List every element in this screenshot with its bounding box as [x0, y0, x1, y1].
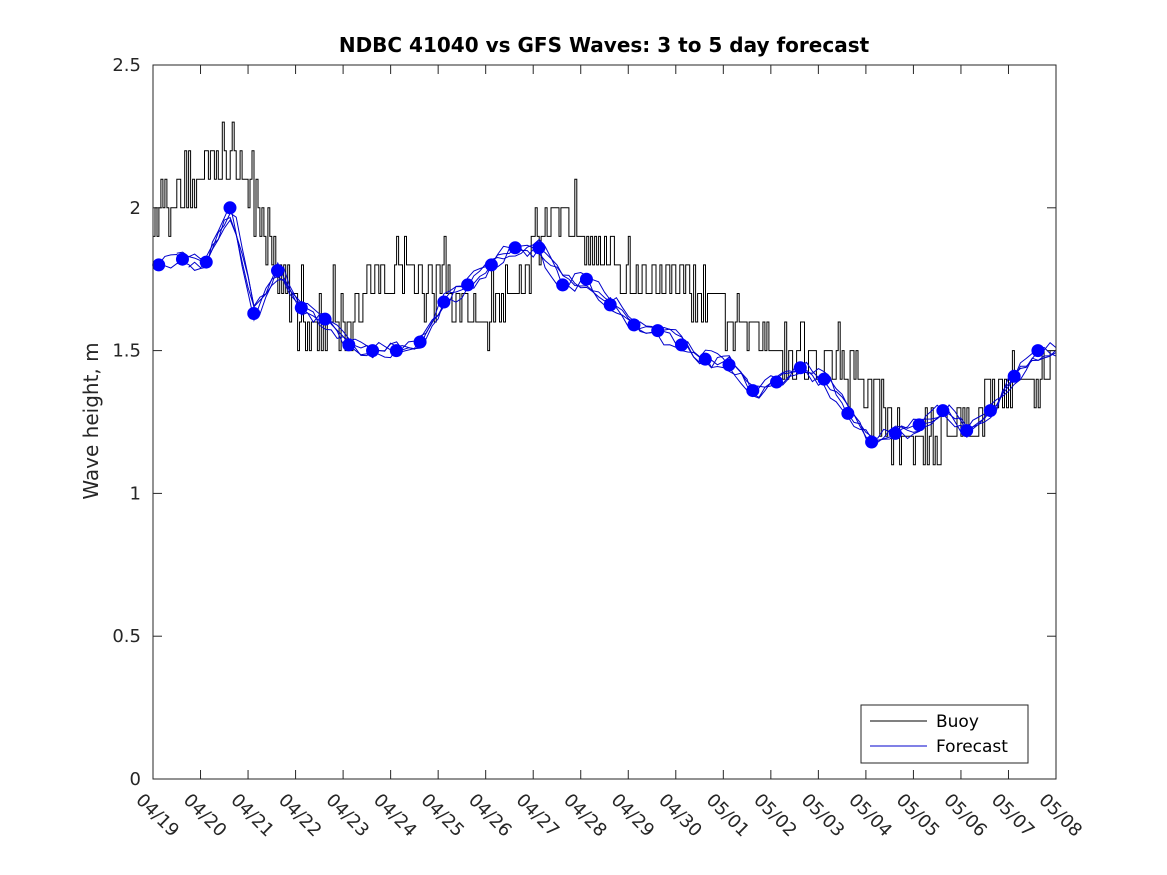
- x-tick-label: 05/04: [844, 790, 896, 842]
- x-tick-label: 04/19: [131, 790, 183, 842]
- x-tick-label: 04/30: [654, 790, 706, 842]
- x-tick-label: 04/22: [274, 790, 326, 842]
- y-axis: 0 0.5 1 1.5 2 2.5: [112, 55, 1056, 790]
- forecast-point: [508, 241, 522, 255]
- forecast-series: [153, 202, 1056, 447]
- forecast-point: [484, 258, 498, 272]
- forecast-point: [865, 435, 879, 449]
- forecast-point: [342, 338, 356, 352]
- forecast-point: [389, 344, 403, 358]
- x-tick-label: 04/25: [417, 790, 469, 842]
- legend-box: [860, 704, 1029, 764]
- forecast-point: [888, 426, 902, 440]
- forecast-point: [294, 301, 308, 315]
- x-tick-label: 04/29: [607, 790, 659, 842]
- forecast-point: [722, 358, 736, 372]
- forecast-point: [199, 255, 213, 269]
- buoy-line: [153, 121, 1056, 466]
- forecast-point: [579, 272, 593, 286]
- forecast-point: [556, 278, 570, 292]
- x-tick-label: 04/21: [227, 790, 279, 842]
- x-tick-label: 04/26: [464, 790, 516, 842]
- legend-forecast-label: Forecast: [936, 737, 1008, 757]
- forecast-point: [1007, 369, 1021, 383]
- x-tick-label: 04/23: [322, 790, 374, 842]
- y-tick-label: 0.5: [112, 626, 141, 647]
- forecast-point: [817, 372, 831, 386]
- x-tick-label: 05/03: [797, 790, 849, 842]
- forecast-point: [461, 278, 475, 292]
- y-axis-label: Wave height, m: [79, 342, 103, 499]
- forecast-point: [746, 384, 760, 398]
- y-tick-label: 2.5: [112, 55, 141, 76]
- x-tick-label: 04/28: [559, 790, 611, 842]
- forecast-point: [651, 324, 665, 338]
- forecast-point: [841, 406, 855, 420]
- legend-buoy-label: Buoy: [936, 712, 979, 732]
- forecast-markers: [152, 201, 1045, 449]
- x-tick-label: 05/07: [987, 790, 1039, 842]
- x-tick-label: 04/20: [179, 790, 231, 842]
- y-tick-label: 2: [130, 198, 141, 219]
- forecast-point: [1031, 344, 1045, 358]
- forecast-point: [413, 335, 427, 349]
- y-tick-label: 1.5: [112, 341, 141, 362]
- x-tick-label: 05/02: [749, 790, 801, 842]
- forecast-point: [247, 306, 261, 320]
- x-tick-label: 04/24: [369, 790, 421, 842]
- forecast-point: [532, 241, 546, 255]
- x-tick-label: 05/01: [702, 790, 754, 842]
- y-tick-label: 1: [130, 483, 141, 504]
- forecast-point: [698, 352, 712, 366]
- plot-frame: [152, 64, 1057, 780]
- forecast-line: [176, 216, 1056, 441]
- chart-title: NDBC 41040 vs GFS Waves: 3 to 5 day fore…: [339, 33, 870, 57]
- forecast-point: [318, 312, 332, 326]
- forecast-point: [152, 258, 166, 272]
- buoy-series: [153, 121, 1056, 466]
- forecast-point: [627, 318, 641, 332]
- y-tick-label: 0: [130, 769, 141, 790]
- forecast-point: [936, 404, 950, 418]
- forecast-point: [983, 404, 997, 418]
- x-tick-label: 05/06: [939, 790, 991, 842]
- forecast-point: [366, 344, 380, 358]
- forecast-point: [793, 361, 807, 375]
- forecast-point: [175, 252, 189, 266]
- forecast-point: [960, 424, 974, 438]
- legend: Buoy Forecast: [860, 704, 1029, 764]
- x-tick-label: 05/08: [1034, 790, 1086, 842]
- forecast-point: [223, 201, 237, 215]
- forecast-point: [603, 298, 617, 312]
- forecast-point: [437, 295, 451, 309]
- forecast-line: [188, 212, 1056, 447]
- forecast-point: [770, 375, 784, 389]
- x-tick-label: 05/05: [892, 790, 944, 842]
- forecast-point: [271, 264, 285, 278]
- forecast-point: [674, 338, 688, 352]
- x-tick-label: 04/27: [512, 790, 564, 842]
- forecast-point: [912, 418, 926, 432]
